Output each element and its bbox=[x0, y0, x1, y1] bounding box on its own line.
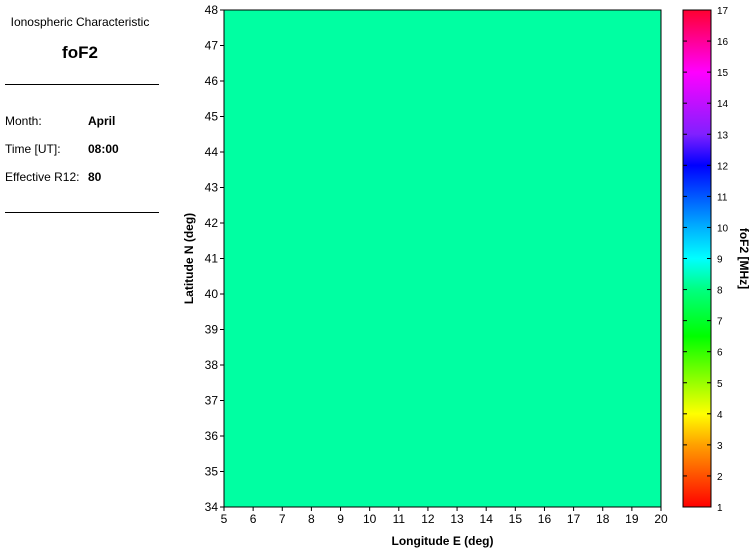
divider bbox=[5, 84, 159, 85]
colorbar-tick-label: 8 bbox=[717, 286, 723, 297]
x-axis-label: Longitude E (deg) bbox=[392, 534, 494, 548]
y-tick-label: 43 bbox=[205, 181, 219, 195]
colorbar-label: foF2 [MHz] bbox=[737, 228, 751, 289]
colorbar-tick-label: 12 bbox=[717, 161, 729, 172]
month-value: April bbox=[88, 114, 116, 128]
colorbar-tick-label: 4 bbox=[717, 410, 723, 421]
y-tick-label: 46 bbox=[205, 74, 219, 88]
y-tick-label: 47 bbox=[205, 39, 219, 53]
x-tick-label: 15 bbox=[509, 512, 523, 526]
x-tick-label: 20 bbox=[654, 512, 668, 526]
x-tick-label: 13 bbox=[450, 512, 464, 526]
x-tick-label: 16 bbox=[538, 512, 552, 526]
x-tick-label: 14 bbox=[480, 512, 494, 526]
colorbar-tick-label: 16 bbox=[717, 37, 729, 48]
y-tick-label: 40 bbox=[205, 287, 219, 301]
x-tick-label: 6 bbox=[250, 512, 257, 526]
colorbar-tick-label: 11 bbox=[717, 192, 728, 203]
y-axis-label: Latitude N (deg) bbox=[182, 213, 196, 304]
month-label: Month: bbox=[5, 114, 42, 128]
x-tick-label: 9 bbox=[337, 512, 344, 526]
x-tick-label: 17 bbox=[567, 512, 581, 526]
y-tick-label: 48 bbox=[205, 3, 219, 17]
colorbar-tick-label: 5 bbox=[717, 379, 723, 390]
r12-label: Effective R12: bbox=[5, 170, 80, 184]
colorbar-tick-label: 17 bbox=[717, 6, 729, 17]
y-tick-label: 41 bbox=[205, 252, 219, 266]
y-tick-label: 45 bbox=[205, 110, 219, 124]
r12-value: 80 bbox=[88, 170, 102, 184]
y-tick-label: 35 bbox=[205, 465, 219, 479]
y-tick-label: 34 bbox=[205, 500, 219, 514]
colorbar-tick-label: 14 bbox=[717, 99, 729, 110]
x-tick-label: 11 bbox=[393, 512, 406, 526]
x-tick-label: 5 bbox=[221, 512, 228, 526]
y-tick-label: 42 bbox=[205, 216, 219, 230]
x-tick-label: 10 bbox=[363, 512, 377, 526]
region-above-8.00 bbox=[224, 10, 661, 507]
y-tick-label: 38 bbox=[205, 358, 219, 372]
colorbar-tick-label: 2 bbox=[717, 472, 723, 483]
y-tick-label: 39 bbox=[205, 323, 219, 337]
colorbar-tick-label: 10 bbox=[717, 223, 729, 234]
time-label: Time [UT]: bbox=[5, 142, 61, 156]
y-tick-label: 36 bbox=[205, 429, 219, 443]
colorbar bbox=[682, 9, 712, 508]
parameter-name: foF2 bbox=[62, 43, 98, 62]
x-tick-label: 8 bbox=[308, 512, 315, 526]
y-tick-label: 44 bbox=[205, 145, 219, 159]
colorbar-tick-label: 6 bbox=[717, 348, 723, 359]
x-tick-label: 19 bbox=[625, 512, 639, 526]
divider bbox=[5, 212, 159, 213]
panel-title: Ionospheric Characteristic bbox=[10, 15, 150, 29]
x-tick-label: 12 bbox=[421, 512, 435, 526]
colorbar-tick-label: 3 bbox=[717, 441, 723, 452]
colorbar-tick-label: 13 bbox=[717, 130, 729, 141]
colorbar-tick-label: 7 bbox=[717, 317, 723, 328]
x-tick-label: 7 bbox=[279, 512, 286, 526]
colorbar-tick-label: 1 bbox=[717, 503, 723, 514]
colorbar-tick-label: 9 bbox=[717, 255, 723, 266]
x-tick-label: 18 bbox=[596, 512, 610, 526]
time-value: 08:00 bbox=[88, 142, 119, 156]
colorbar-tick-label: 15 bbox=[717, 68, 729, 79]
y-tick-label: 37 bbox=[205, 394, 219, 408]
